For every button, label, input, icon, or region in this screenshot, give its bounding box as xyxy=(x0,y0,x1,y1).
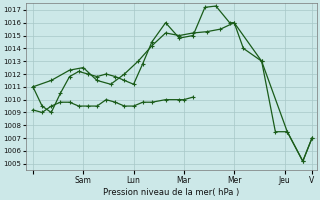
X-axis label: Pression niveau de la mer( hPa ): Pression niveau de la mer( hPa ) xyxy=(103,188,239,197)
